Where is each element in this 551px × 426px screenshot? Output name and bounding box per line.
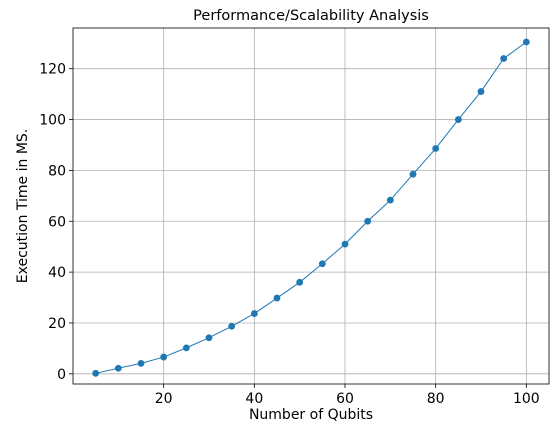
y-tick-label: 60: [48, 214, 66, 230]
x-tick-label: 60: [336, 391, 354, 407]
data-point: [432, 145, 440, 152]
data-point: [409, 170, 417, 178]
data-point: [92, 369, 100, 377]
y-axis: 0 20 40 60 80 100 120: [39, 62, 73, 383]
data-point: [341, 240, 349, 248]
y-tick-label: 80: [48, 163, 66, 179]
y-tick-label: 40: [48, 265, 66, 281]
y-axis-title: Execution Time in MS.: [15, 129, 31, 284]
y-tick-label: 100: [39, 113, 66, 129]
data-point: [318, 260, 326, 268]
data-point: [364, 217, 372, 225]
x-axis-title: Number of Qubits: [249, 407, 373, 423]
series-line: [95, 41, 527, 374]
data-point: [386, 196, 394, 204]
y-tick-label: 20: [48, 316, 66, 332]
data-point: [160, 353, 168, 361]
x-tick-label: 20: [155, 391, 173, 407]
data-point: [228, 322, 236, 330]
data-point: [205, 334, 213, 342]
data-point: [454, 116, 462, 123]
data-point: [296, 278, 304, 286]
plot-frame: [72, 27, 550, 385]
data-point: [273, 294, 281, 302]
data-point: [250, 310, 258, 317]
data-point: [522, 38, 530, 46]
data-point: [182, 344, 190, 352]
chart-title: Performance/Scalability Analysis: [193, 8, 429, 24]
data-point: [114, 364, 122, 372]
data-point: [477, 88, 485, 95]
x-tick-label: 40: [245, 391, 263, 407]
data-point: [500, 55, 508, 62]
x-tick-label: 100: [513, 391, 540, 407]
data-point: [137, 360, 145, 367]
y-tick-label: 120: [39, 62, 66, 78]
series-layer: [92, 38, 530, 377]
y-tick-label: 0: [57, 367, 66, 383]
x-tick-label: 80: [427, 391, 445, 407]
x-axis: 20 40 60 80 100: [155, 384, 540, 407]
grid: [73, 28, 549, 384]
